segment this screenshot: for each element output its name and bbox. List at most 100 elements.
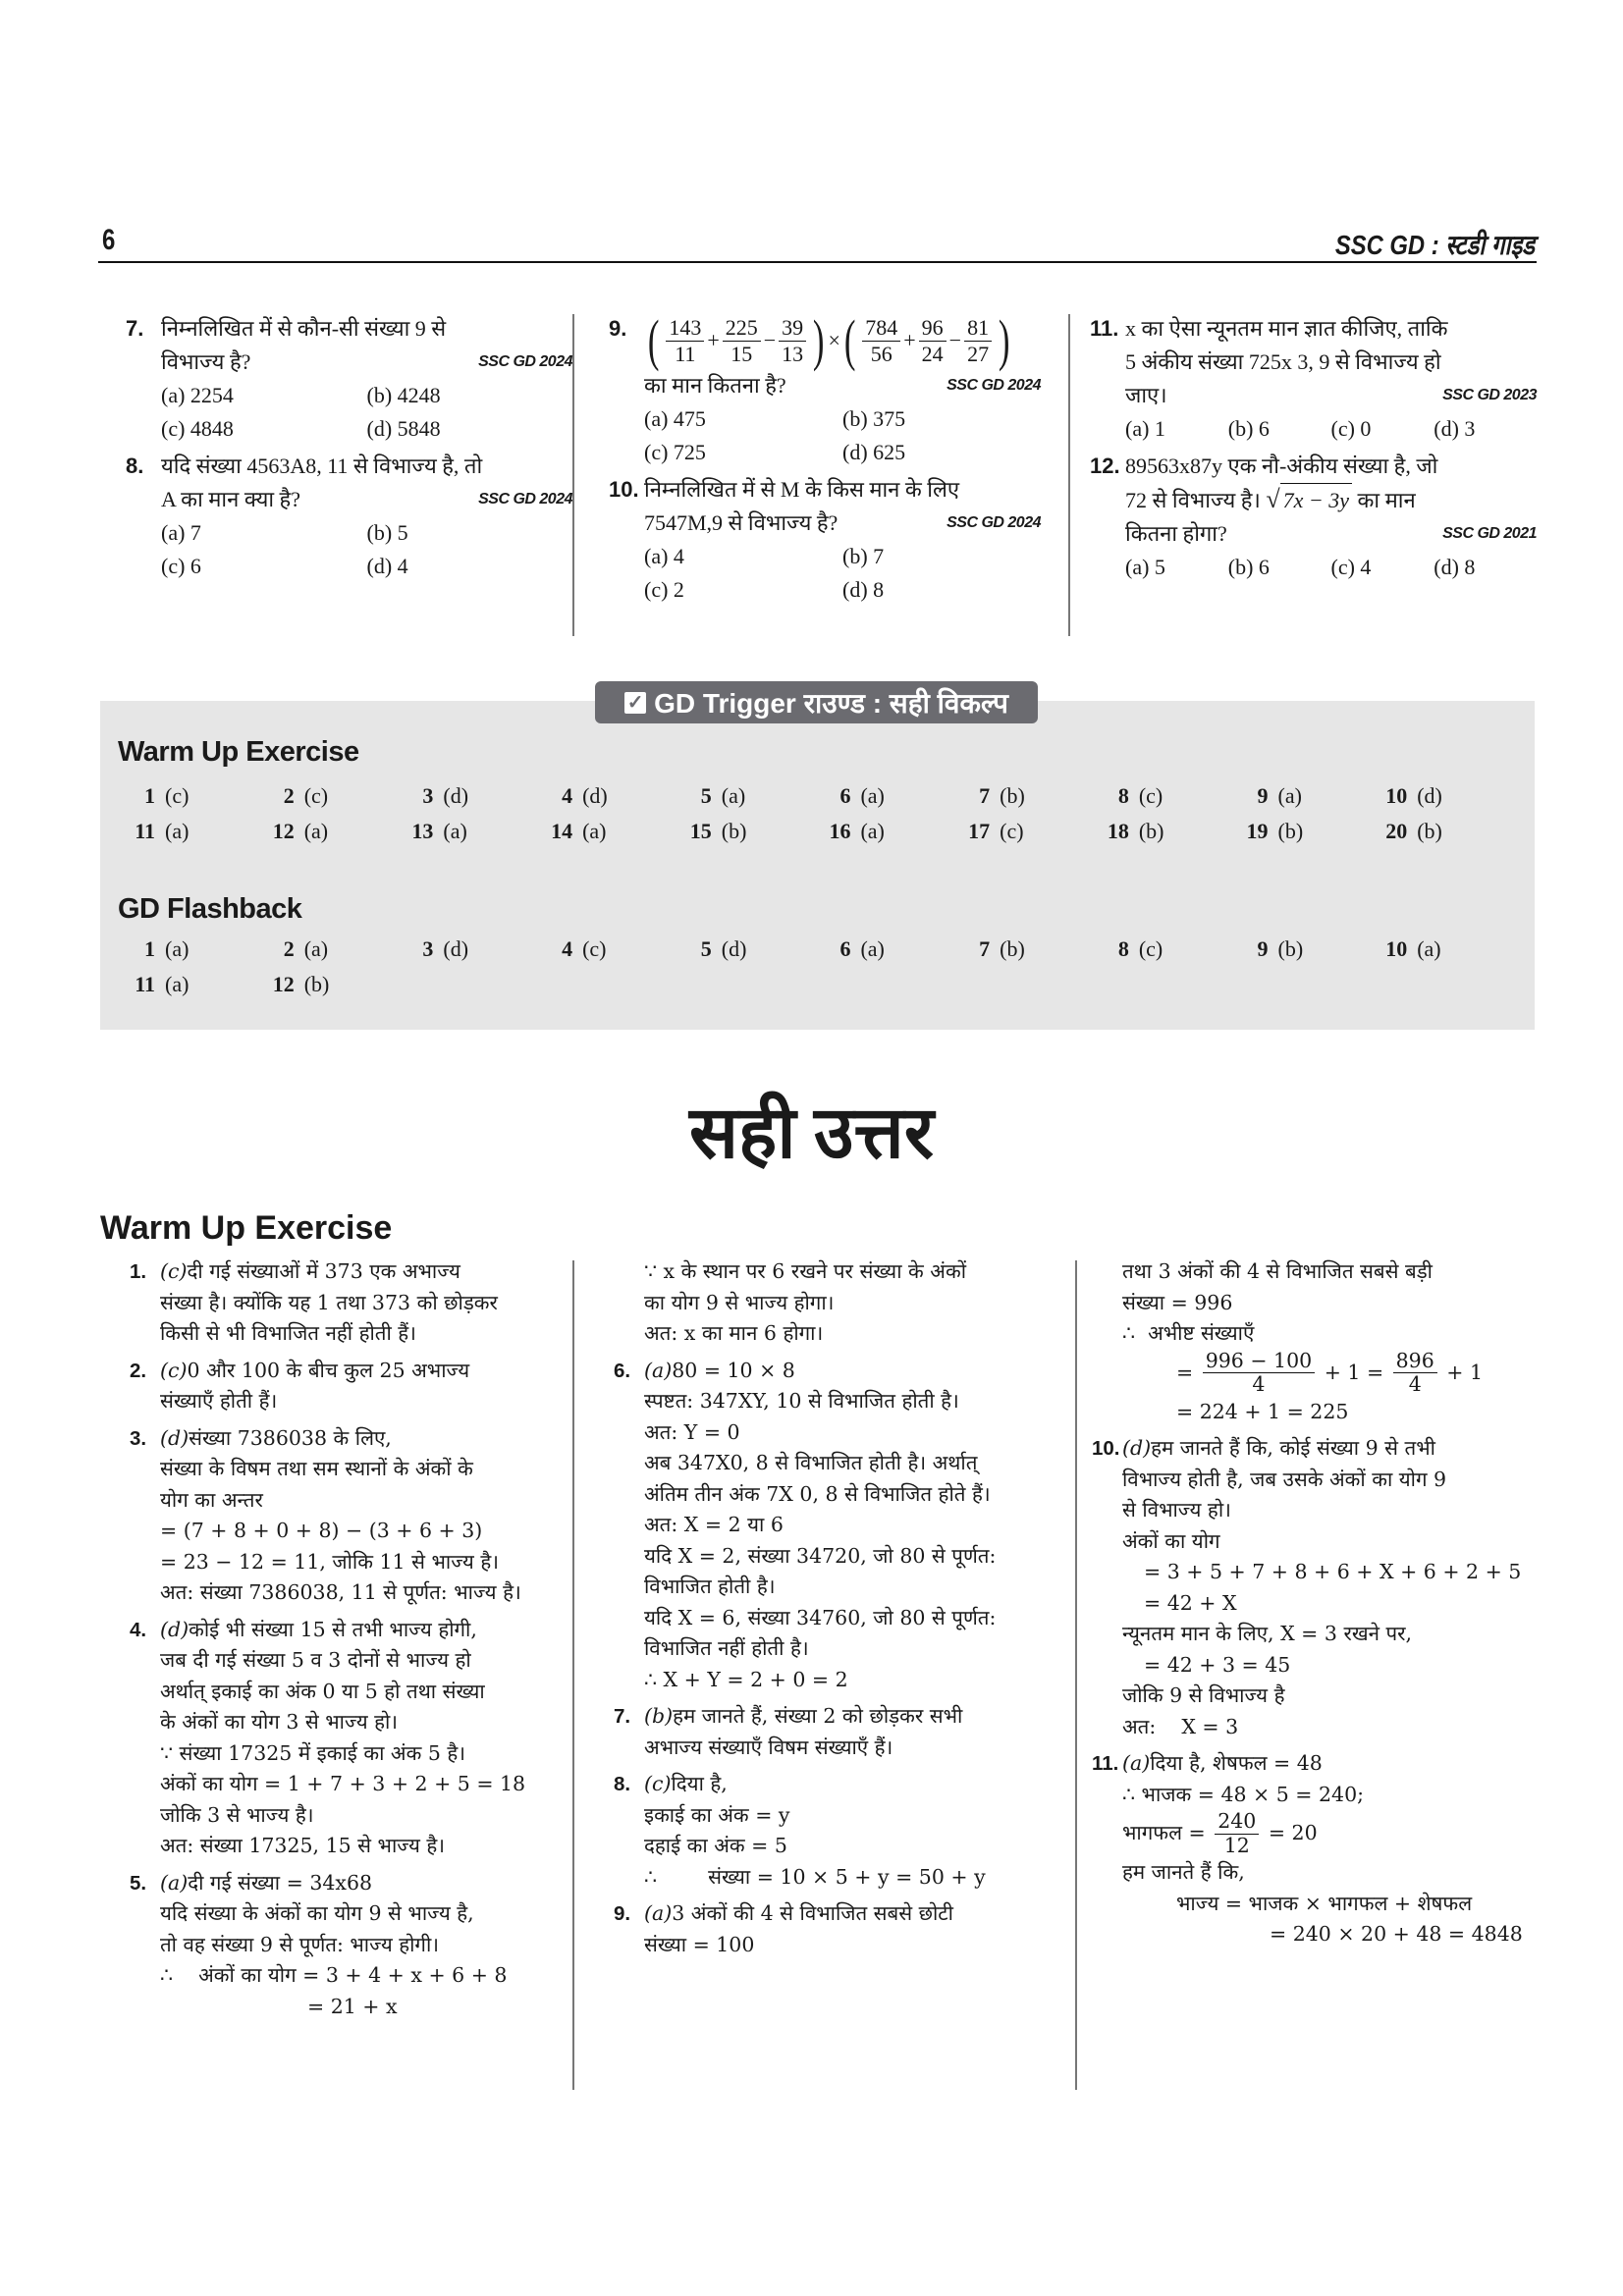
key-number: 7 bbox=[979, 936, 991, 961]
options: (a) 2254 (b) 4248 (c) 4848 (d) 5848 bbox=[161, 379, 572, 446]
key-entry: 12 (b) bbox=[240, 972, 379, 997]
solution-number: 10. bbox=[1092, 1437, 1120, 1461]
numerator: 81 bbox=[964, 315, 993, 342]
option: (c) 4848 bbox=[161, 416, 234, 441]
square-root: √ 7x − 3y bbox=[1266, 483, 1352, 517]
key-answer: (a) bbox=[165, 819, 189, 843]
solution: 11. (a) दिया है, शेषफल = 48 ∴ भाजक = 48 × … bbox=[1092, 1748, 1524, 1950]
key-entry: 19 (b) bbox=[1214, 819, 1353, 844]
option: (b) 7 bbox=[842, 544, 885, 568]
key-number: 15 bbox=[689, 819, 712, 843]
column-divider bbox=[1068, 314, 1070, 636]
key-entry: 8 (c) bbox=[1074, 936, 1214, 962]
text-line: स्पष्टत: 347XY, 10 से विभाजित होती है। bbox=[644, 1389, 959, 1413]
key-number: 18 bbox=[1107, 819, 1129, 843]
solution-answer: (b) bbox=[644, 1704, 674, 1728]
text-line: ∴ भाजक = 48 × 5 = 240; bbox=[1122, 1782, 1365, 1806]
solution-answer: (a) bbox=[1122, 1751, 1151, 1776]
parenthesis: ) bbox=[813, 308, 825, 372]
key-answer: (c) bbox=[1138, 783, 1163, 808]
denominator: 15 bbox=[730, 341, 753, 366]
text-line: अर्थात् इकाई का अंक 0 या 5 हो तथा संख्या bbox=[160, 1679, 485, 1703]
text-line: अत: X = 2 या 6 bbox=[644, 1513, 784, 1536]
text-run: − bbox=[948, 328, 962, 352]
text-line: (c) दिया है, bbox=[644, 1769, 1046, 1800]
options: (a) 475 (b) 375 (c) 725 (d) 625 bbox=[644, 402, 1041, 469]
key-answer: (d) bbox=[443, 936, 469, 961]
text-run: × bbox=[828, 328, 840, 352]
text-line: (143 11 +225 15−39 13) ×(784 56 +96 24−81 27) bbox=[644, 312, 1041, 369]
question: 9.(143 11 +225 15−39 13) ×(784 56 +96 24−81 27) का… bbox=[609, 312, 1041, 469]
option: (d) 4 bbox=[366, 554, 408, 578]
solution-number: 4. bbox=[130, 1618, 147, 1641]
question-text: 7547M,9 से विभाज्य है? bbox=[644, 510, 839, 535]
text-line: = (7 + 8 + 0 + 8) − (3 + 6 + 3) bbox=[160, 1519, 483, 1542]
option: (c) 4 bbox=[1330, 555, 1372, 579]
text-line: = 23 − 12 = 11, जोकि 11 से भाज्य है। bbox=[160, 1549, 499, 1574]
text-line: 5 अंकीय संख्या 725x 3, 9 से विभाज्य हो bbox=[1125, 349, 1441, 374]
question-text: का मान कितना है? bbox=[644, 373, 786, 398]
key-entry: 7 (b) bbox=[935, 936, 1074, 962]
option: (c) 725 bbox=[644, 440, 706, 464]
denominator: 4 bbox=[1252, 1372, 1266, 1397]
key-entry: 5 (d) bbox=[657, 936, 796, 962]
key-answer: (c) bbox=[1000, 819, 1024, 843]
key-number: 9 bbox=[1257, 936, 1269, 961]
text-line: यदि संख्या के अंकों का योग 9 से भाज्य है… bbox=[160, 1901, 474, 1925]
denominator: 56 bbox=[870, 341, 893, 366]
text-run: 72 से विभाज्य है। bbox=[1125, 487, 1267, 512]
solution: 9. (a) 3 अंकों की 4 से विभाजित सबसे छोटी स… bbox=[614, 1898, 1046, 1960]
text-line: भागफल = 240 12 = 20 bbox=[1122, 1810, 1524, 1857]
text-run: = bbox=[1176, 1360, 1200, 1384]
text-line: (a) दिया है, शेषफल = 48 bbox=[1122, 1748, 1524, 1780]
solution: 6. (a) 80 = 10 × 8 स्पष्टत: 347XY, 10 से व… bbox=[614, 1356, 1046, 1696]
text-line: का मान कितना है? SSC GD 2024 bbox=[644, 369, 1041, 402]
exam-source-tag: SSC GD 2024 bbox=[947, 514, 1041, 531]
fraction: 896 4 bbox=[1392, 1349, 1437, 1397]
key-entry: 3 (d) bbox=[378, 936, 517, 962]
question-column-2: 9.(143 11 +225 15−39 13) ×(784 56 +96 24−81 27) का… bbox=[609, 312, 1041, 611]
key-answer: (a) bbox=[303, 819, 329, 843]
key-entry: 12 (a) bbox=[240, 819, 379, 844]
numerator: 39 bbox=[779, 315, 807, 342]
option: (b) 375 bbox=[842, 406, 906, 431]
key-entry: 10 (a) bbox=[1352, 936, 1491, 962]
key-number: 19 bbox=[1246, 819, 1269, 843]
key-answer: (b) bbox=[1138, 819, 1164, 843]
text-line: 72 से विभाज्य है। √ 7x − 3y का मान bbox=[1125, 483, 1537, 517]
key-answer: (b) bbox=[1417, 819, 1442, 843]
text-line: 89563x87y एक नौ-अंकीय संख्या है, जो bbox=[1125, 454, 1438, 478]
text-line: यदि संख्या 4563A8, 11 से विभाज्य है, तो bbox=[161, 454, 483, 478]
text-run: का मान bbox=[1352, 487, 1416, 512]
solution-answer: (d) bbox=[1122, 1436, 1152, 1461]
text-line: A का मान क्या है? SSC GD 2024 bbox=[161, 483, 572, 516]
text-line: अंकों का योग = 1 + 7 + 3 + 2 + 5 = 18 bbox=[160, 1772, 526, 1795]
key-entry: 15 (b) bbox=[657, 819, 796, 844]
solution-number: 1. bbox=[130, 1260, 147, 1283]
solution-answer: (a) bbox=[644, 1901, 673, 1925]
column-divider bbox=[1075, 1260, 1077, 2090]
options: (a) 7 (b) 5 (c) 6 (d) 4 bbox=[161, 516, 572, 583]
text-line: निम्नलिखित में से कौन-सी संख्या 9 से bbox=[161, 316, 447, 341]
key-number: 2 bbox=[283, 936, 295, 961]
solution-answer: (c) bbox=[160, 1358, 188, 1382]
solution-answer: (d) bbox=[160, 1617, 189, 1641]
text-line: x का ऐसा न्यूनतम मान ज्ञात कीजिए, ताकि bbox=[1125, 316, 1448, 341]
text-line: (a) 80 = 10 × 8 bbox=[644, 1356, 1046, 1387]
fraction: 39 13 bbox=[779, 315, 807, 366]
text-line: निम्नलिखित में से M के किस मान के लिए bbox=[644, 477, 960, 502]
solution-number: 2. bbox=[130, 1359, 147, 1382]
key-entry: 1 (c) bbox=[100, 783, 240, 809]
fraction: 81 27 bbox=[964, 315, 993, 366]
key-number: 7 bbox=[979, 783, 991, 808]
denominator: 13 bbox=[782, 341, 804, 366]
key-entry: 10 (d) bbox=[1352, 783, 1491, 809]
key-entry: 13 (a) bbox=[378, 819, 517, 844]
question-column-3: 11. x का ऐसा न्यूनतम मान ज्ञात कीजिए, ताक… bbox=[1090, 312, 1537, 588]
text-line: ∴ X + Y = 2 + 0 = 2 bbox=[644, 1667, 848, 1691]
text-line: के अंकों का योग 3 से भाज्य हो। bbox=[160, 1710, 399, 1734]
key-number: 6 bbox=[839, 936, 851, 961]
solution-number: 6. bbox=[614, 1359, 631, 1382]
text-line: (d) कोई भी संख्या 15 से तभी भाज्य होगी, bbox=[160, 1615, 562, 1646]
text-line: (d) संख्या 7386038 के लिए, bbox=[160, 1423, 562, 1455]
